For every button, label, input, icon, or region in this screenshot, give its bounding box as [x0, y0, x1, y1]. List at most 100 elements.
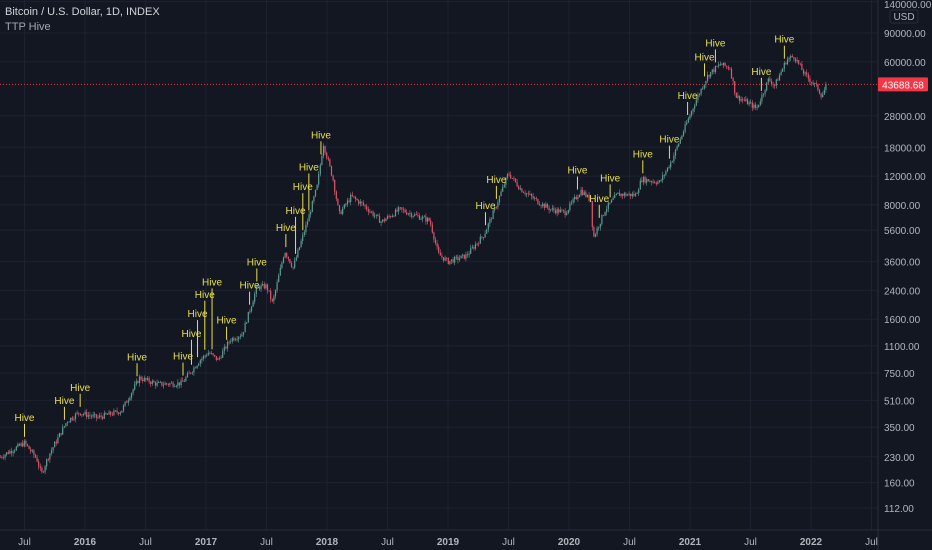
- candle: [185, 377, 187, 382]
- candle: [114, 410, 117, 412]
- candle: [754, 104, 757, 108]
- candle: [15, 446, 17, 451]
- indicator-label[interactable]: TTP Hive: [5, 21, 51, 33]
- candle: [572, 199, 574, 203]
- candle: [255, 286, 257, 294]
- candle: [663, 174, 665, 176]
- candle: [786, 59, 789, 65]
- symbol-title[interactable]: Bitcoin / U.S. Dollar, 1D, INDEX: [5, 6, 160, 18]
- candle: [103, 412, 105, 419]
- candle: [0, 456, 1, 458]
- candle: [550, 209, 552, 211]
- candle: [362, 202, 365, 206]
- candle: [764, 90, 766, 94]
- candle: [783, 63, 785, 69]
- candle: [326, 152, 328, 158]
- candle: [449, 260, 451, 264]
- candle: [338, 205, 341, 212]
- candle: [66, 422, 69, 424]
- candle: [174, 386, 176, 388]
- candle: [137, 381, 139, 384]
- candle: [798, 60, 800, 64]
- candle: [97, 417, 99, 418]
- time-tick-label: Jul: [623, 537, 636, 548]
- currency-label[interactable]: USD: [889, 9, 919, 24]
- candle: [750, 102, 752, 104]
- candle: [516, 181, 518, 187]
- candle: [767, 78, 769, 83]
- candle: [458, 258, 461, 260]
- hive-signal-label: Hive: [567, 166, 587, 177]
- candle: [390, 216, 392, 218]
- hive-signal-label: Hive: [659, 135, 679, 146]
- candle: [697, 95, 699, 100]
- candle: [271, 299, 273, 302]
- candle: [18, 444, 21, 446]
- candle: [193, 367, 195, 373]
- time-axis[interactable]: Jul 2016 Jul 2017 Jul 2018 Jul 2019 Jul 2020 Jul 20…: [0, 529, 932, 548]
- price-axis[interactable]: 140000.00 90000.00 60000.00 28000.00 18000.0…: [877, 0, 932, 550]
- candle: [226, 341, 229, 349]
- candle: [402, 209, 405, 211]
- candle: [756, 107, 758, 109]
- candle: [694, 105, 696, 109]
- candle: [452, 259, 454, 263]
- candle: [42, 471, 45, 473]
- candle: [417, 214, 419, 216]
- candle: [162, 384, 165, 386]
- candle: [364, 205, 366, 207]
- candle: [218, 357, 221, 359]
- candle: [596, 228, 598, 235]
- candle: [2, 457, 5, 459]
- candle: [220, 357, 222, 359]
- candle: [82, 414, 85, 415]
- last-price-badge: 43688.68: [878, 77, 928, 92]
- candle: [223, 346, 225, 352]
- candle: [396, 209, 398, 212]
- candle: [370, 211, 373, 213]
- candle: [527, 193, 529, 195]
- candle: [649, 181, 651, 183]
- candle: [116, 410, 118, 413]
- candle: [626, 194, 629, 196]
- candle: [478, 243, 480, 245]
- candle: [604, 211, 606, 216]
- candle: [127, 400, 129, 403]
- candle: [506, 174, 509, 178]
- candle: [92, 414, 94, 417]
- candle: [463, 254, 465, 259]
- candle: [238, 337, 240, 340]
- candle: [393, 215, 395, 217]
- candle: [598, 227, 600, 229]
- time-tick-label: Jul: [865, 537, 878, 548]
- candle: [441, 255, 443, 258]
- candle: [479, 236, 481, 244]
- candle: [518, 186, 520, 190]
- candle: [186, 373, 189, 378]
- hive-signal-label: Hive: [217, 316, 237, 327]
- candle: [647, 179, 649, 182]
- candle: [639, 180, 641, 190]
- candle: [399, 207, 401, 209]
- candle: [257, 286, 259, 288]
- candle: [73, 418, 75, 420]
- candle: [234, 339, 237, 341]
- candle: [508, 174, 510, 176]
- candle: [31, 450, 33, 452]
- candle: [188, 372, 190, 374]
- candle: [249, 311, 251, 312]
- candle: [705, 81, 707, 85]
- candle: [404, 209, 406, 213]
- candle: [138, 376, 141, 384]
- candle: [164, 383, 166, 385]
- candle: [646, 179, 648, 183]
- candle: [729, 68, 731, 70]
- candle: [746, 99, 749, 105]
- candle: [110, 411, 112, 415]
- candle: [225, 346, 227, 349]
- candle: [311, 201, 313, 213]
- candle: [46, 459, 48, 467]
- candle: [489, 218, 491, 224]
- candle: [702, 88, 704, 90]
